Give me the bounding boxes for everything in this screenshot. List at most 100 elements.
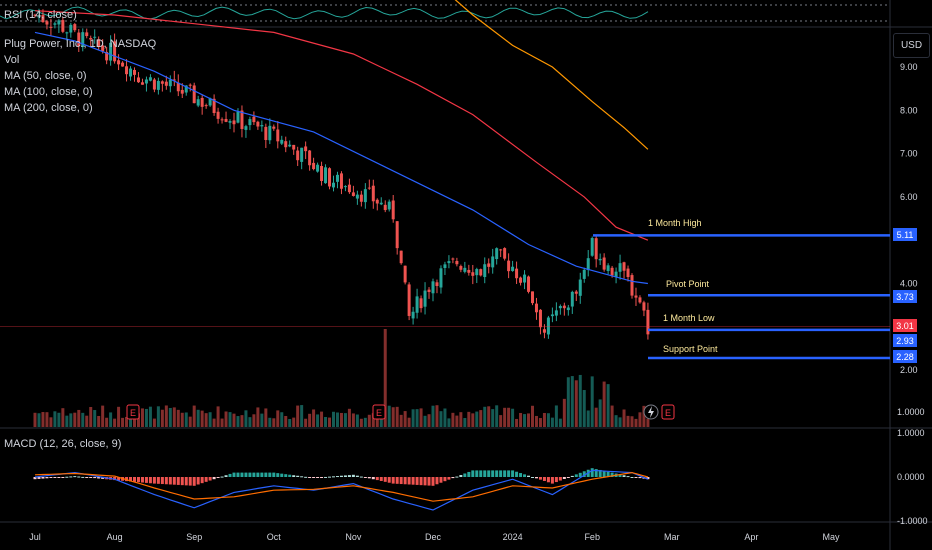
volume-bar bbox=[148, 406, 152, 427]
volume-bar bbox=[220, 418, 224, 427]
macd-histogram-bar bbox=[320, 477, 324, 478]
volume-bar bbox=[33, 412, 37, 427]
volume-bar bbox=[550, 417, 554, 427]
candle-body bbox=[355, 194, 359, 199]
macd-axis-tick: 1.0000 bbox=[897, 428, 925, 438]
candle-body bbox=[554, 310, 558, 316]
macd-histogram-bar bbox=[220, 476, 224, 478]
macd-histogram-bar bbox=[160, 477, 164, 485]
candle-body bbox=[204, 105, 208, 107]
candle-body bbox=[109, 42, 113, 61]
candle-body bbox=[33, 14, 37, 16]
price-axis-tick: 2.00 bbox=[900, 365, 918, 375]
volume-bar bbox=[507, 407, 511, 427]
volume-bar bbox=[590, 376, 594, 427]
macd-histogram-bar bbox=[523, 474, 527, 477]
candle-body bbox=[351, 192, 355, 196]
macd-histogram-bar bbox=[216, 477, 220, 478]
time-axis-tick: Aug bbox=[107, 532, 123, 542]
volume-bar bbox=[320, 411, 324, 427]
volume-bar bbox=[61, 408, 65, 427]
volume-bar bbox=[638, 412, 642, 427]
macd-axis-tick: 0.0000 bbox=[897, 472, 925, 482]
volume-bar bbox=[634, 418, 638, 427]
volume-bar bbox=[140, 408, 144, 427]
macd-histogram-bar bbox=[240, 472, 244, 477]
macd-histogram-bar bbox=[638, 477, 642, 479]
volume-bar bbox=[168, 407, 172, 427]
macd-histogram-bar bbox=[403, 477, 407, 485]
time-axis-tick: Nov bbox=[345, 532, 362, 542]
candle-body bbox=[570, 291, 574, 307]
volume-bar bbox=[614, 415, 618, 427]
macd-histogram-bar bbox=[33, 477, 37, 480]
candle-body bbox=[77, 32, 81, 47]
volume-bar bbox=[574, 380, 578, 427]
macd-histogram-bar bbox=[499, 470, 503, 477]
candle-body bbox=[582, 269, 586, 279]
currency-button[interactable]: USD bbox=[893, 33, 930, 58]
candle-body bbox=[618, 263, 622, 272]
volume-bar bbox=[455, 415, 459, 427]
time-axis-tick: Mar bbox=[664, 532, 680, 542]
macd-histogram-bar bbox=[180, 477, 184, 486]
macd-histogram-bar bbox=[53, 477, 57, 478]
earnings-marker-letter: E bbox=[376, 408, 382, 418]
macd-histogram-bar bbox=[431, 477, 435, 486]
volume-bar bbox=[268, 417, 272, 427]
volume-bar bbox=[558, 418, 562, 427]
candle-body bbox=[133, 69, 136, 75]
volume-bar bbox=[121, 417, 125, 427]
time-axis-tick: Sep bbox=[186, 532, 202, 542]
volume-bar bbox=[224, 411, 228, 427]
macd-histogram-bar bbox=[184, 477, 188, 486]
macd-histogram-bar bbox=[538, 477, 542, 480]
candle-body bbox=[172, 79, 176, 81]
volume-bar bbox=[622, 409, 626, 427]
volume-bar bbox=[236, 416, 240, 427]
time-axis-tick: Oct bbox=[267, 532, 282, 542]
macd-histogram-bar bbox=[144, 477, 148, 483]
volume-bar bbox=[93, 410, 97, 427]
volume-bar bbox=[180, 412, 184, 427]
macd-histogram-bar bbox=[590, 468, 594, 477]
volume-bar bbox=[387, 405, 391, 427]
volume-bar bbox=[383, 329, 387, 427]
volume-bar bbox=[399, 414, 403, 427]
candle-body bbox=[256, 121, 260, 127]
volume-bar bbox=[339, 412, 343, 427]
macd-histogram-bar bbox=[359, 476, 363, 478]
macd-histogram-bar bbox=[343, 475, 347, 477]
price-axis-tick: 7.00 bbox=[900, 149, 918, 159]
macd-histogram-bar bbox=[527, 475, 531, 477]
volume-bar bbox=[427, 414, 431, 427]
candle-body bbox=[228, 121, 232, 123]
candle-body bbox=[403, 265, 407, 283]
candle-body bbox=[61, 20, 65, 32]
macd-histogram-bar bbox=[256, 472, 260, 477]
volume-bar bbox=[487, 406, 491, 427]
candle-body bbox=[152, 79, 156, 90]
volume-bar bbox=[212, 418, 216, 427]
macd-histogram-bar bbox=[395, 477, 399, 484]
candle-body bbox=[156, 80, 160, 90]
candle-body bbox=[399, 250, 403, 264]
volume-bar bbox=[288, 418, 292, 427]
candle-body bbox=[288, 144, 292, 147]
macd-line bbox=[34, 469, 649, 511]
macd-histogram-bar bbox=[244, 472, 248, 477]
volume-bar bbox=[479, 410, 483, 427]
candle-body bbox=[479, 269, 483, 276]
candle-body bbox=[519, 277, 523, 283]
macd-histogram-bar bbox=[630, 477, 634, 478]
volume-bar bbox=[316, 414, 320, 427]
candle-body bbox=[471, 272, 475, 276]
candle-body bbox=[73, 24, 77, 31]
macd-histogram-bar bbox=[582, 471, 586, 477]
candle-body bbox=[220, 119, 224, 121]
rsi-label: RSI (14, close) bbox=[4, 9, 77, 21]
macd-histogram-bar bbox=[200, 477, 204, 484]
volume-bar bbox=[534, 415, 538, 427]
volume-bar bbox=[184, 412, 188, 427]
